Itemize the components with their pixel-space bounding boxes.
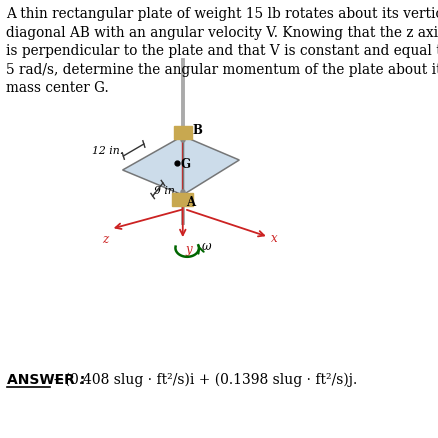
Text: A: A: [186, 196, 195, 209]
Polygon shape: [123, 137, 239, 195]
Text: 9 in.: 9 in.: [154, 186, 179, 195]
Text: x: x: [271, 231, 278, 244]
Text: ω: ω: [202, 239, 212, 252]
Text: A thin rectangular plate of weight 15 lb rotates about its vertical
diagonal AB : A thin rectangular plate of weight 15 lb…: [6, 7, 438, 95]
Text: z: z: [102, 233, 108, 245]
Text: 12 in.: 12 in.: [92, 146, 124, 155]
Text: B: B: [192, 123, 202, 136]
Bar: [173, 193, 193, 206]
Text: −(0.408 slug · ft²/s)i + (0.1398 slug · ft²/s)j.: −(0.408 slug · ft²/s)i + (0.1398 slug · …: [53, 372, 357, 386]
Text: ANSWER :: ANSWER :: [7, 372, 85, 386]
Text: y: y: [185, 243, 191, 255]
Bar: [174, 126, 191, 139]
Text: G: G: [180, 157, 191, 170]
